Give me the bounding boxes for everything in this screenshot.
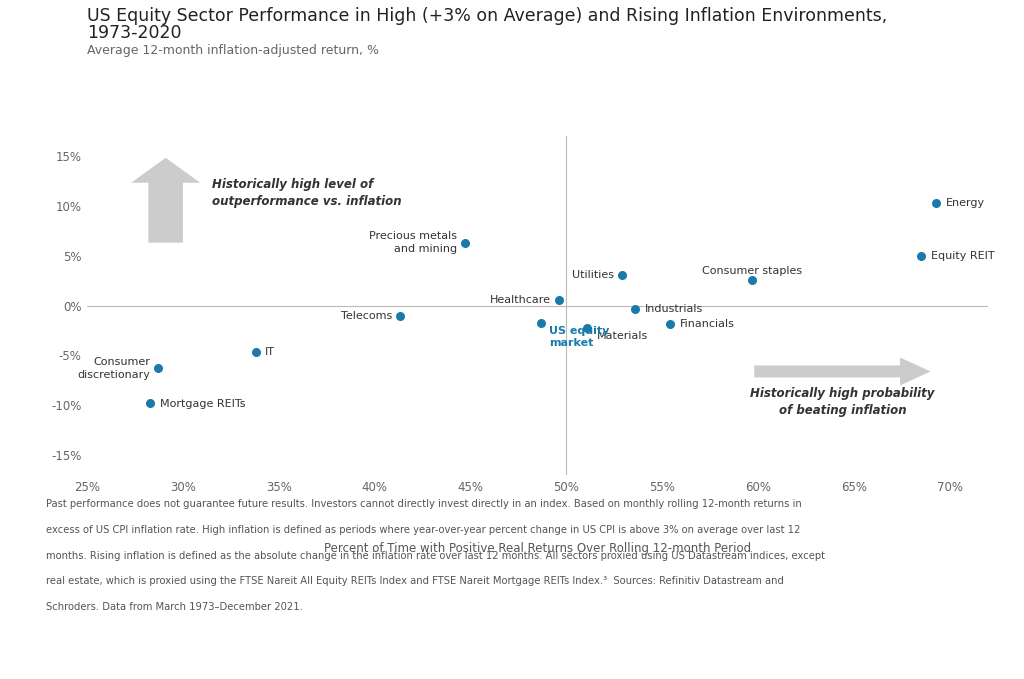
Point xyxy=(534,317,550,328)
Text: 1973-2020: 1973-2020 xyxy=(87,24,181,43)
Text: Utilities: Utilities xyxy=(572,270,614,280)
Text: US Equity Sector Performance in High (+3% on Average) and Rising Inflation Envir: US Equity Sector Performance in High (+3… xyxy=(87,7,887,25)
Point xyxy=(744,274,761,285)
Polygon shape xyxy=(755,357,931,386)
Text: Telecoms: Telecoms xyxy=(341,310,392,320)
Text: excess of US CPI inflation rate. High inflation is defined as periods where year: excess of US CPI inflation rate. High in… xyxy=(46,525,801,535)
Point xyxy=(142,398,159,409)
Point xyxy=(627,303,643,314)
Point xyxy=(613,269,630,280)
Text: Percent of Time with Positive Real Returns Over Rolling 12-month Period: Percent of Time with Positive Real Retur… xyxy=(324,542,752,555)
Text: Historically high probability
of beating inflation: Historically high probability of beating… xyxy=(751,388,935,418)
Point xyxy=(580,322,596,333)
Point xyxy=(912,250,929,261)
Text: IT: IT xyxy=(265,348,275,357)
Text: Average 12-month inflation-adjusted return, %: Average 12-month inflation-adjusted retu… xyxy=(87,44,379,57)
Point xyxy=(391,310,408,321)
Polygon shape xyxy=(131,158,200,242)
Text: Healthcare: Healthcare xyxy=(490,295,551,305)
Text: Consumer staples: Consumer staples xyxy=(702,265,803,276)
Point xyxy=(551,294,567,305)
Text: Financials: Financials xyxy=(680,318,734,329)
Point xyxy=(928,198,944,208)
Text: Precious metals
and mining: Precious metals and mining xyxy=(369,232,457,254)
Text: Past performance does not guarantee future results. Investors cannot directly in: Past performance does not guarantee futu… xyxy=(46,499,802,509)
Text: Industrials: Industrials xyxy=(645,304,703,314)
Text: Mortgage REITs: Mortgage REITs xyxy=(160,399,246,409)
Text: Schroders. Data from March 1973–December 2021.: Schroders. Data from March 1973–December… xyxy=(46,602,303,612)
Text: Historically high level of
outperformance vs. inflation: Historically high level of outperformanc… xyxy=(212,178,401,208)
Text: Consumer
discretionary: Consumer discretionary xyxy=(78,357,151,380)
Point xyxy=(150,363,166,374)
Text: Equity REIT: Equity REIT xyxy=(931,251,994,261)
Text: months. Rising inflation is defined as the absolute change in the inflation rate: months. Rising inflation is defined as t… xyxy=(46,551,825,561)
Text: US equity
market: US equity market xyxy=(549,325,609,348)
Point xyxy=(248,347,264,358)
Text: real estate, which is proxied using the FTSE Nareit All Equity REITs Index and F: real estate, which is proxied using the … xyxy=(46,576,784,587)
Text: Materials: Materials xyxy=(597,331,648,340)
Point xyxy=(662,318,678,329)
Text: Energy: Energy xyxy=(946,198,985,208)
Point xyxy=(457,237,473,248)
